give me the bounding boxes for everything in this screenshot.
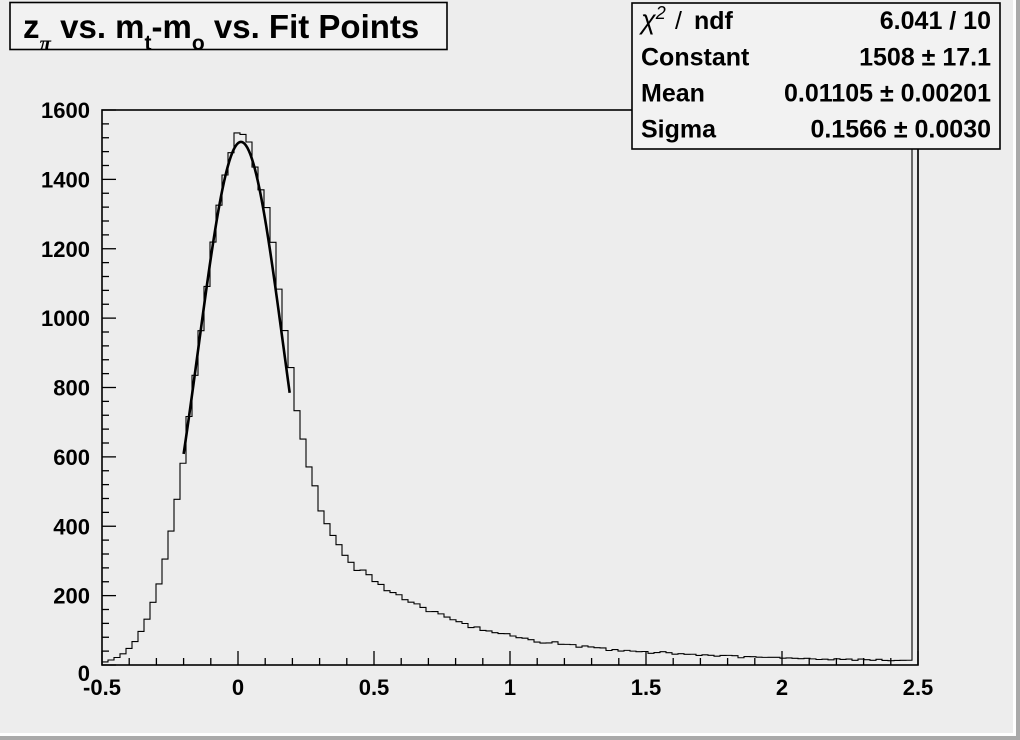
svg-text:/: / (675, 7, 682, 35)
svg-text:0: 0 (232, 675, 244, 700)
svg-text:1508 ± 17.1: 1508 ± 17.1 (859, 44, 991, 72)
svg-text:400: 400 (53, 514, 90, 539)
svg-text:Mean: Mean (641, 80, 705, 108)
svg-text:1200: 1200 (41, 237, 90, 262)
svg-text:6.041 / 10: 6.041 / 10 (880, 7, 991, 35)
svg-text:1600: 1600 (41, 98, 90, 123)
svg-text:0.01105 ± 0.00201: 0.01105 ± 0.00201 (784, 80, 991, 108)
svg-text:Constant: Constant (641, 44, 750, 72)
svg-text:600: 600 (53, 445, 90, 470)
svg-text:800: 800 (53, 376, 90, 401)
svg-text:2.5: 2.5 (903, 675, 934, 700)
svg-text:1400: 1400 (41, 167, 90, 192)
svg-text:ndf: ndf (694, 7, 734, 35)
svg-text:1: 1 (504, 675, 516, 700)
svg-text:200: 200 (53, 584, 90, 609)
svg-text:Sigma: Sigma (641, 116, 717, 144)
svg-text:1000: 1000 (41, 306, 90, 331)
svg-text:0.1566 ± 0.0030: 0.1566 ± 0.0030 (810, 116, 991, 144)
svg-text:0.5: 0.5 (359, 675, 390, 700)
svg-text:0: 0 (78, 661, 90, 686)
svg-text:1.5: 1.5 (631, 675, 662, 700)
svg-text:2: 2 (776, 675, 788, 700)
